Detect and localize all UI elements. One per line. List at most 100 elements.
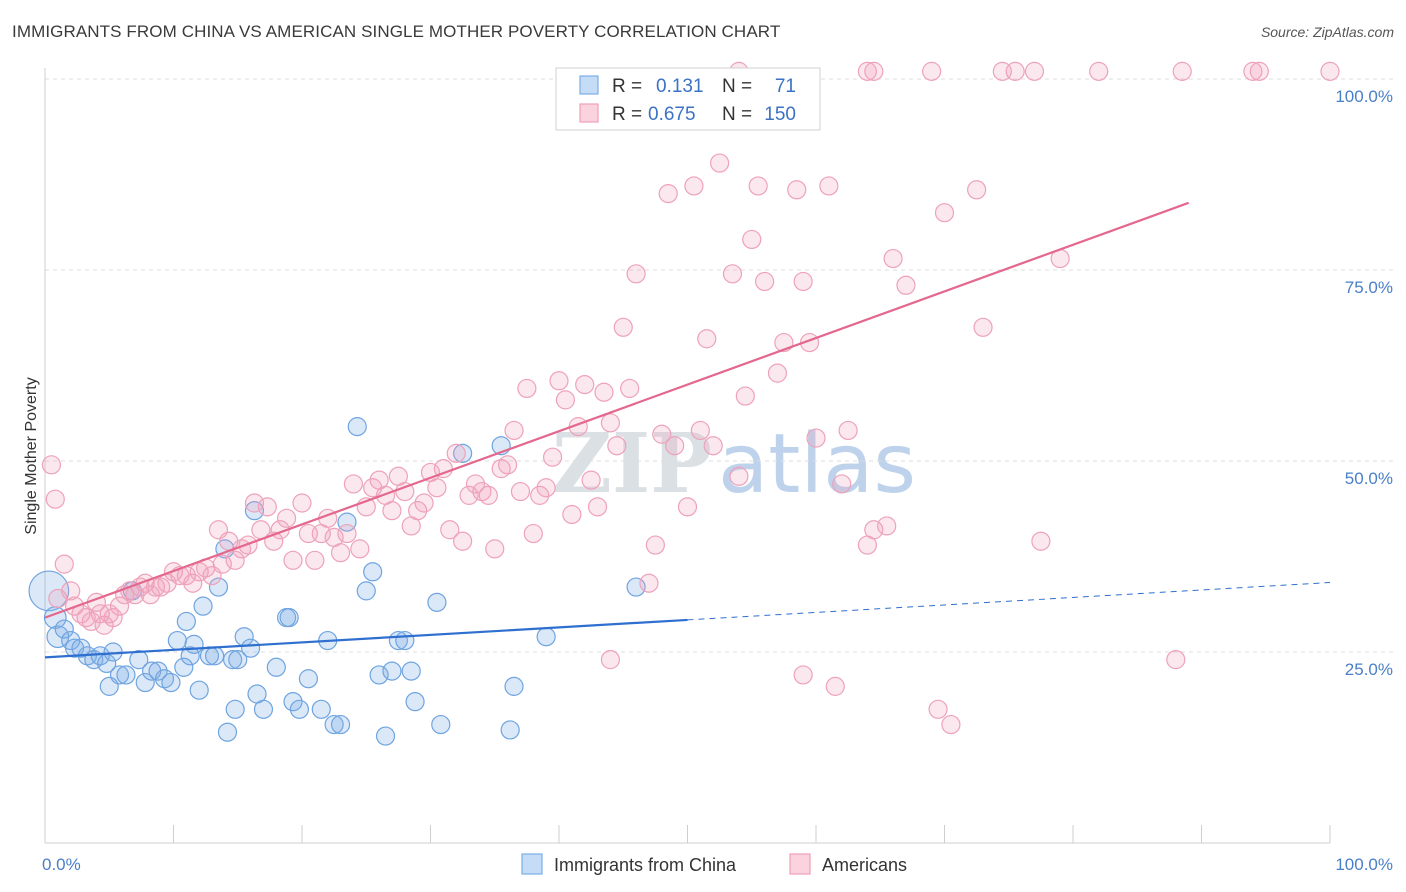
trend-line-americans [44, 201, 1190, 619]
point-americans-77 [504, 420, 524, 441]
point-americans-102 [677, 497, 698, 517]
point-americans-130 [1031, 531, 1051, 551]
point-china-3 [54, 619, 74, 639]
point-americans-83 [542, 447, 563, 467]
point-china-40 [253, 699, 274, 719]
point-china-18 [148, 661, 168, 681]
point-americans-1 [45, 489, 65, 509]
watermark-zip: ZIP [552, 416, 712, 512]
point-americans-53 [350, 539, 370, 559]
point-americans-127 [934, 203, 955, 223]
stats-legend: R = 0.131 N = 71 R = 0.675 N = 150 [555, 67, 821, 131]
y-tick-label-1: 75.0% [1345, 278, 1393, 297]
point-americans-120 [819, 176, 839, 196]
point-americans-68 [446, 443, 466, 463]
point-china-30 [208, 577, 229, 597]
axes [44, 68, 1331, 844]
point-china-37 [241, 638, 261, 658]
point-china-15 [129, 650, 149, 670]
series-legend-swatch-americans [789, 853, 811, 875]
point-americans-128 [967, 180, 987, 200]
point-americans-106 [703, 436, 723, 456]
point-americans-82 [536, 478, 556, 498]
point-americans-96 [626, 264, 646, 284]
point-americans-112 [748, 176, 768, 196]
point-americans-134 [600, 650, 621, 670]
series-immigrants-from-china [28, 417, 646, 746]
point-americans-69 [453, 531, 473, 551]
point-americans-129 [973, 317, 993, 337]
point-china-62 [431, 714, 451, 735]
legend-box [555, 67, 821, 131]
point-americans-113 [754, 271, 775, 292]
legend-r-value-1: 0.131 [656, 76, 704, 97]
point-americans-146 [1089, 61, 1109, 81]
point-china-59 [401, 661, 421, 681]
watermark-atlas: atlas [718, 417, 916, 512]
legend-n-value-1: 71 [775, 76, 796, 97]
point-americans-78 [510, 481, 531, 502]
x-tick-label-max: 100.0% [1335, 855, 1393, 874]
point-americans-116 [787, 180, 807, 200]
point-americans-104 [690, 420, 710, 441]
chart-title: IMMIGRANTS FROM CHINA VS AMERICAN SINGLE… [12, 22, 781, 41]
point-china-35 [228, 650, 248, 670]
series-americans [41, 61, 1340, 735]
point-americans-74 [485, 539, 505, 559]
point-americans-79 [517, 378, 537, 399]
series-legend-label-americans: Americans [822, 855, 907, 875]
point-americans-62 [408, 501, 428, 521]
point-americans-138 [941, 714, 961, 735]
point-americans-42 [276, 508, 297, 528]
point-americans-50 [330, 543, 351, 563]
point-americans-117 [793, 271, 813, 292]
point-china-34 [223, 650, 243, 670]
point-china-55 [375, 726, 396, 746]
point-china-23 [176, 611, 196, 632]
point-china-22 [174, 657, 194, 677]
watermark: ZIP atlas [552, 416, 916, 512]
point-china-52 [347, 417, 367, 437]
source-credit: Source: ZipAtlas.com [1260, 24, 1394, 40]
point-americans-140 [857, 61, 878, 81]
y-tick-label-3: 25.0% [1345, 660, 1393, 679]
point-china-56 [382, 661, 402, 681]
point-americans-107 [710, 153, 730, 173]
point-americans-92 [600, 413, 621, 433]
point-americans-88 [575, 375, 595, 395]
point-americans-105 [697, 329, 717, 349]
point-americans-93 [607, 436, 627, 456]
point-americans-95 [620, 378, 640, 399]
point-china-63 [453, 443, 473, 463]
point-americans-89 [581, 470, 601, 490]
y-tick-labels: 100.0% 75.0% 50.0% 25.0% [1335, 87, 1393, 679]
point-china-45 [289, 699, 310, 719]
trend-line-china [44, 618, 688, 659]
point-americans-43 [283, 550, 303, 570]
point-china-47 [311, 699, 331, 719]
point-americans-76 [498, 455, 518, 475]
point-china-25 [184, 634, 204, 654]
point-americans-125 [883, 248, 903, 269]
point-americans-90 [587, 497, 608, 517]
point-china-46 [298, 669, 319, 689]
point-china-29 [205, 646, 225, 666]
point-china-44 [283, 692, 303, 712]
point-americans-149 [1249, 61, 1269, 81]
point-americans-0 [41, 455, 62, 475]
point-china-32 [217, 722, 238, 742]
point-americans-98 [645, 535, 665, 555]
point-china-53 [363, 562, 383, 582]
legend-r-value-2: 0.675 [648, 104, 696, 125]
point-americans-39 [257, 497, 277, 517]
point-china-61 [427, 592, 447, 612]
point-americans-100 [658, 184, 678, 204]
point-americans-27 [183, 573, 203, 593]
point-china-26 [189, 680, 209, 700]
point-americans-7 [76, 608, 96, 628]
point-americans-142 [922, 61, 942, 81]
series-legend: Immigrants from China Americans [521, 853, 907, 875]
series-legend-swatch-china [521, 853, 543, 875]
point-americans-150 [1320, 61, 1340, 81]
